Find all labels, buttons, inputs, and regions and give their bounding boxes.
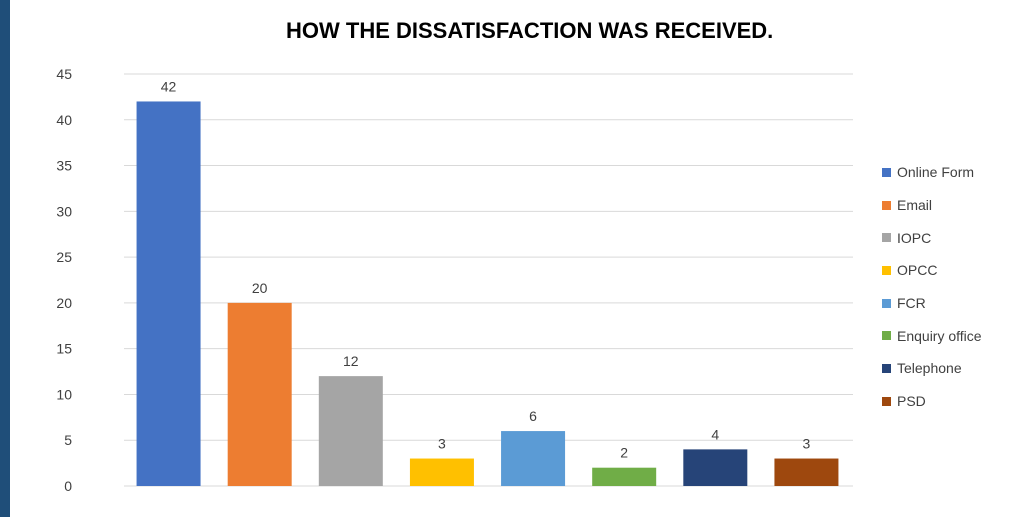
legend-item-iopc: IOPC bbox=[882, 221, 1015, 254]
bar-enquiry-office bbox=[592, 467, 657, 486]
bar-psd bbox=[774, 458, 839, 486]
y-tick-label: 15 bbox=[56, 341, 72, 357]
y-tick-label: 20 bbox=[56, 295, 72, 311]
legend-label: Email bbox=[897, 197, 933, 214]
bar-online-form bbox=[136, 101, 201, 486]
legend-swatch bbox=[882, 396, 891, 406]
chart-frame: HOW THE DISSATISFACTION WAS RECEIVED. 0 5… bbox=[10, 0, 1015, 517]
y-tick-label: 0 bbox=[64, 478, 72, 494]
chart-title: HOW THE DISSATISFACTION WAS RECEIVED. bbox=[286, 18, 774, 43]
legend-item-enquiry-office: Enquiry office bbox=[882, 319, 1015, 352]
bar-chart: 0 5 10 15 20 25 30 35 40 45 42 20 12 3 6 2 4 3 bbox=[56, 66, 853, 494]
data-label: 2 bbox=[620, 445, 628, 461]
bar-iopc bbox=[318, 376, 383, 486]
legend-item-online-form: Online Form bbox=[882, 156, 1015, 189]
y-tick-label: 5 bbox=[64, 432, 72, 448]
legend-item-fcr: FCR bbox=[882, 287, 1015, 320]
data-label: 3 bbox=[803, 436, 811, 452]
legend-label: Telephone bbox=[897, 360, 962, 377]
legend-swatch bbox=[882, 331, 891, 341]
y-tick-label: 25 bbox=[56, 249, 72, 265]
data-label: 42 bbox=[161, 78, 177, 94]
data-label: 20 bbox=[252, 280, 268, 296]
legend-label: Enquiry office bbox=[897, 327, 982, 344]
bar-fcr bbox=[501, 431, 566, 486]
y-tick-label: 10 bbox=[56, 386, 72, 402]
legend-item-opcc: OPCC bbox=[882, 254, 1015, 287]
legend-label: IOPC bbox=[897, 229, 932, 246]
legend-swatch bbox=[882, 265, 891, 275]
y-tick-label: 45 bbox=[56, 66, 72, 82]
legend-item-psd: PSD bbox=[882, 385, 1015, 418]
legend-swatch bbox=[882, 298, 891, 308]
data-label: 3 bbox=[438, 436, 446, 452]
y-tick-label: 30 bbox=[56, 203, 72, 219]
bar-opcc bbox=[409, 458, 474, 486]
legend-label: FCR bbox=[897, 295, 926, 312]
legend-label: PSD bbox=[897, 393, 926, 410]
bar-telephone bbox=[683, 449, 748, 486]
bar-email bbox=[227, 302, 292, 486]
y-tick-label: 35 bbox=[56, 158, 72, 174]
legend-swatch bbox=[882, 233, 891, 243]
legend-label: OPCC bbox=[897, 262, 938, 279]
legend-swatch bbox=[882, 363, 891, 373]
legend-label: Online Form bbox=[897, 164, 975, 181]
data-label: 6 bbox=[529, 408, 537, 424]
chart-legend: Online Form Email IOPC OPCC FCR Enquiry offic… bbox=[882, 156, 1015, 418]
legend-swatch bbox=[882, 200, 891, 210]
legend-swatch bbox=[882, 167, 891, 177]
data-label: 12 bbox=[343, 353, 359, 369]
legend-item-telephone: Telephone bbox=[882, 352, 1015, 385]
legend-item-email: Email bbox=[882, 189, 1015, 222]
data-label: 4 bbox=[711, 426, 719, 442]
y-tick-label: 40 bbox=[56, 112, 72, 128]
